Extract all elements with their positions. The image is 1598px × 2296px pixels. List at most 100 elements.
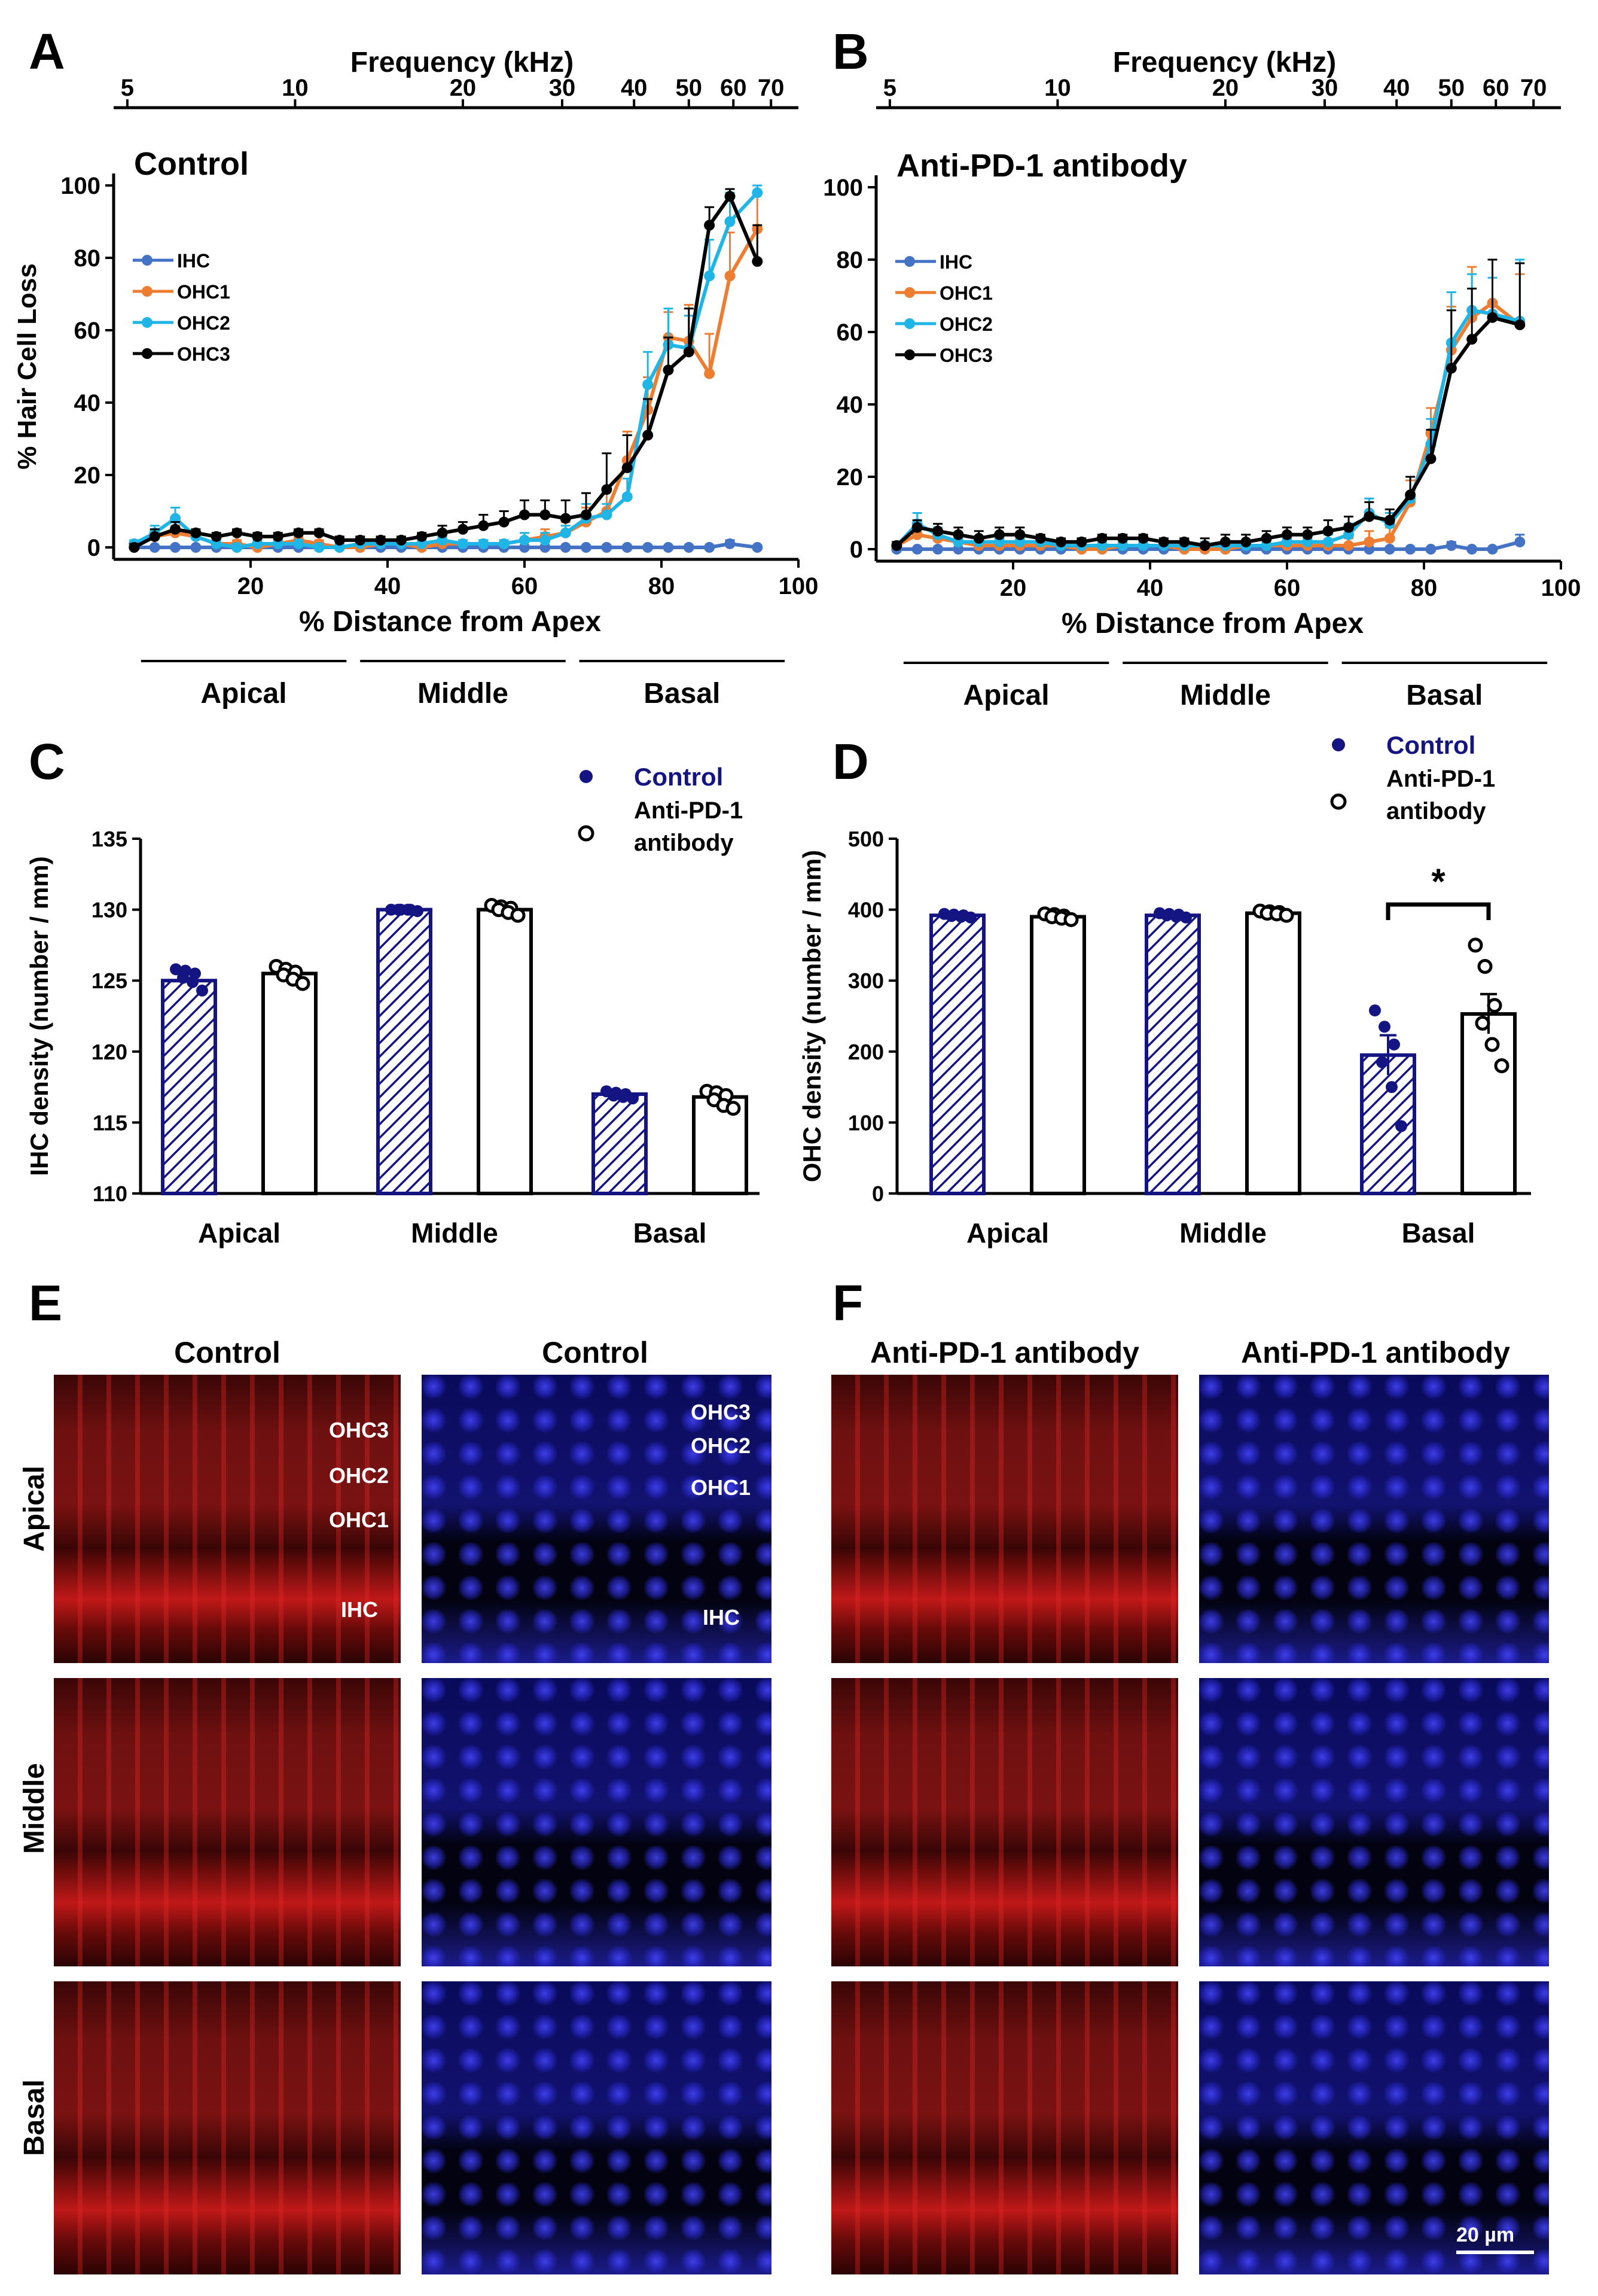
category-label-middle: Middle bbox=[411, 1217, 498, 1249]
panel-f-header-red: Anti-PD-1 antibody bbox=[870, 1336, 1139, 1369]
data-point-ohc3 bbox=[1364, 511, 1375, 522]
data-point-ohc3 bbox=[994, 529, 1005, 540]
y-tick-label: 0 bbox=[872, 1182, 884, 1206]
data-point-ohc2 bbox=[642, 379, 654, 390]
y-tick-label: 115 bbox=[93, 1110, 127, 1135]
point-control bbox=[1180, 911, 1192, 924]
data-point-ohc3 bbox=[1179, 536, 1190, 547]
x-tick-label: 40 bbox=[1137, 575, 1164, 601]
point-control bbox=[617, 1091, 629, 1103]
point-control bbox=[177, 972, 189, 984]
data-point-ohc3 bbox=[1199, 540, 1210, 551]
micrograph-antipd1-apical-red bbox=[831, 1375, 1178, 1663]
panel-e-header-blue: Control bbox=[542, 1336, 648, 1369]
point-control bbox=[1376, 1056, 1388, 1068]
data-point-ihc bbox=[1445, 540, 1457, 551]
legend-label-control: Control bbox=[1386, 731, 1475, 759]
data-point-ohc3 bbox=[1096, 532, 1108, 544]
y-tick-label: 110 bbox=[93, 1182, 127, 1206]
data-point-ohc1 bbox=[1364, 536, 1375, 547]
data-point-ohc3 bbox=[293, 527, 304, 538]
y-tick-label: 20 bbox=[74, 462, 101, 489]
data-point-ohc3 bbox=[1035, 532, 1046, 544]
x-axis-label: % Distance from Apex bbox=[299, 606, 601, 638]
point-antipd1 bbox=[725, 1101, 741, 1116]
data-point-ihc bbox=[621, 542, 633, 553]
panel-d-bar-chart: 0 100 200 300 400 500 OHC density (number / mm… bbox=[798, 731, 1531, 1249]
data-point-ohc3 bbox=[1425, 453, 1437, 464]
micrograph-antipd1-middle-blue bbox=[1199, 1678, 1549, 1966]
point-antipd1 bbox=[1475, 1015, 1490, 1031]
data-point-ohc3 bbox=[1117, 532, 1129, 544]
data-point-ohc3 bbox=[1384, 514, 1395, 526]
point-control bbox=[955, 911, 967, 923]
data-point-ihc bbox=[932, 544, 944, 555]
data-point-ohc3 bbox=[1240, 536, 1252, 547]
panel-letter-f: F bbox=[832, 1275, 864, 1331]
panel-b-line-chart: Frequency (kHz) 5 10 20 30 40 50 60 70 0 20 40 60 80 1… bbox=[823, 47, 1581, 711]
x-tick-label: 80 bbox=[648, 573, 675, 599]
data-point-ohc3 bbox=[973, 532, 984, 544]
data-point-ihc bbox=[1384, 544, 1395, 555]
legend-marker-ohc1 bbox=[142, 286, 153, 297]
data-point-ihc bbox=[1487, 544, 1498, 555]
data-point-ihc bbox=[724, 538, 736, 549]
data-point-ihc bbox=[1405, 544, 1416, 555]
data-point-ohc2 bbox=[293, 538, 304, 549]
top-axis-tick-label: 10 bbox=[1044, 75, 1071, 101]
point-antipd1 bbox=[1487, 998, 1502, 1013]
bar-control-middle bbox=[1145, 913, 1201, 1195]
data-point-ihc bbox=[581, 542, 592, 553]
top-axis-tick-label: 70 bbox=[1520, 75, 1547, 101]
legend-label-antipd1-line1: Anti-PD-1 bbox=[634, 797, 743, 824]
panel-letter-d: D bbox=[832, 733, 869, 790]
point-antipd1 bbox=[295, 976, 310, 991]
micrograph-antipd1-middle-red bbox=[831, 1678, 1178, 1966]
micrograph-control-basal-blue bbox=[422, 1981, 771, 2274]
legend-label-ihc: IHC bbox=[940, 251, 972, 273]
panel-c-bar-chart: 110 115 120 125 130 135 IHC density (number / … bbox=[25, 763, 760, 1249]
category-label-apical: Apical bbox=[198, 1217, 280, 1249]
panel-letter-a: A bbox=[29, 23, 65, 80]
data-point-ohc3 bbox=[601, 484, 612, 495]
y-tick-label: 60 bbox=[74, 318, 101, 344]
category-label-middle: Middle bbox=[1179, 1217, 1267, 1249]
label-ohc3-red: OHC3 bbox=[329, 1418, 389, 1442]
x-tick-label: 100 bbox=[1541, 575, 1581, 601]
chart-title: Control bbox=[134, 146, 249, 182]
top-axis-tick-label: 5 bbox=[121, 75, 134, 101]
y-tick-label: 40 bbox=[74, 390, 101, 416]
data-point-ohc3 bbox=[539, 509, 551, 520]
data-point-ohc3 bbox=[1514, 319, 1526, 330]
top-axis-tick-label: 10 bbox=[282, 75, 309, 101]
region-label-middle: Middle bbox=[417, 678, 508, 709]
data-point-ohc3 bbox=[1466, 334, 1478, 345]
label-ohc3-blue: OHC3 bbox=[691, 1400, 751, 1424]
data-point-ohc3 bbox=[519, 509, 530, 520]
data-point-ihc bbox=[1514, 536, 1526, 547]
row-label-apical: Apical bbox=[19, 1465, 50, 1552]
point-control bbox=[1369, 1004, 1381, 1017]
x-tick-label: 20 bbox=[1000, 575, 1027, 601]
legend-label-antipd1-line2: antibody bbox=[1386, 798, 1486, 824]
data-point-ohc3 bbox=[211, 531, 222, 542]
top-axis-title: Frequency (kHz) bbox=[350, 47, 574, 78]
legend-label-ohc3: OHC3 bbox=[940, 345, 993, 366]
y-axis-label: OHC density (number / mm) bbox=[798, 850, 826, 1182]
legend-marker-control bbox=[580, 770, 593, 783]
point-control bbox=[627, 1092, 639, 1105]
y-tick-label: 80 bbox=[837, 247, 864, 273]
data-point-ohc3 bbox=[149, 531, 160, 542]
data-point-ohc2 bbox=[704, 270, 715, 282]
bar-antipd1-apical bbox=[1030, 915, 1086, 1195]
data-point-ohc2 bbox=[560, 527, 571, 538]
region-label-middle: Middle bbox=[1180, 680, 1271, 711]
data-point-ihc bbox=[190, 542, 202, 553]
legend-marker-control bbox=[1332, 738, 1345, 751]
label-ohc1-blue: OHC1 bbox=[691, 1475, 751, 1500]
y-tick-label: 130 bbox=[92, 898, 127, 922]
data-point-ohc3 bbox=[724, 191, 736, 202]
y-axis-label: % Hair Cell Loss bbox=[13, 263, 42, 470]
data-point-ihc bbox=[601, 542, 612, 553]
